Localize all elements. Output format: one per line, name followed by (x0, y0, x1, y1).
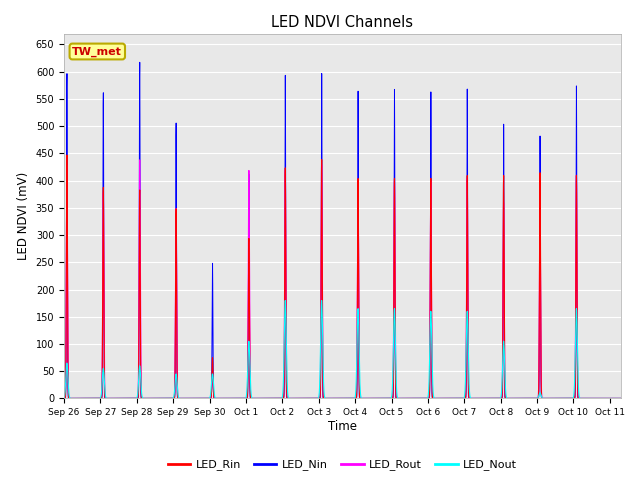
LED_Nin (606, 396, 614, 401)
LED_Rin (592, 396, 600, 401)
LED_Nout (124, 396, 131, 401)
LED_Nin (617, 396, 625, 401)
LED_Rin (60, 396, 68, 401)
Line: LED_Nin: LED_Nin (64, 62, 621, 398)
LED_Nout (611, 396, 619, 401)
LED_Rin (63, 152, 71, 158)
LED_Nin (136, 60, 143, 65)
Legend: LED_Rin, LED_Nin, LED_Rout, LED_Nout: LED_Rin, LED_Nin, LED_Rout, LED_Nout (163, 455, 522, 475)
LED_Rout (124, 396, 131, 401)
LED_Nin (547, 396, 554, 401)
LED_Nout (60, 395, 68, 401)
LED_Rout (157, 396, 164, 401)
LED_Nin (60, 396, 68, 401)
Line: LED_Rin: LED_Rin (64, 155, 621, 398)
LED_Nout (606, 396, 614, 401)
Line: LED_Rout: LED_Rout (64, 160, 621, 398)
LED_Nin (79, 396, 86, 401)
Line: LED_Nout: LED_Nout (64, 300, 621, 398)
LED_Rin (298, 396, 306, 401)
LED_Rin (546, 396, 554, 401)
LED_Nout (157, 396, 164, 401)
LED_Rout (60, 396, 68, 401)
Y-axis label: LED NDVI (mV): LED NDVI (mV) (17, 172, 30, 260)
Title: LED NDVI Channels: LED NDVI Channels (271, 15, 413, 30)
LED_Rin (157, 396, 164, 401)
LED_Rout (274, 396, 282, 401)
X-axis label: Time: Time (328, 420, 357, 433)
LED_Rout (136, 157, 143, 163)
LED_Rin (124, 396, 132, 401)
LED_Rin (606, 396, 614, 401)
LED_Rout (546, 396, 554, 401)
LED_Nin (157, 396, 164, 401)
LED_Rout (617, 396, 625, 401)
LED_Rout (595, 396, 603, 401)
LED_Nout (617, 396, 625, 401)
LED_Rout (606, 396, 614, 401)
LED_Rin (617, 396, 625, 401)
Text: TW_met: TW_met (72, 47, 122, 57)
LED_Nout (546, 396, 554, 401)
LED_Nout (298, 396, 305, 401)
LED_Nin (124, 396, 132, 401)
LED_Rin (274, 396, 282, 401)
LED_Nout (318, 298, 326, 303)
LED_Rout (298, 396, 306, 401)
LED_Nin (298, 396, 306, 401)
LED_Nout (274, 396, 282, 401)
LED_Nin (274, 396, 282, 401)
